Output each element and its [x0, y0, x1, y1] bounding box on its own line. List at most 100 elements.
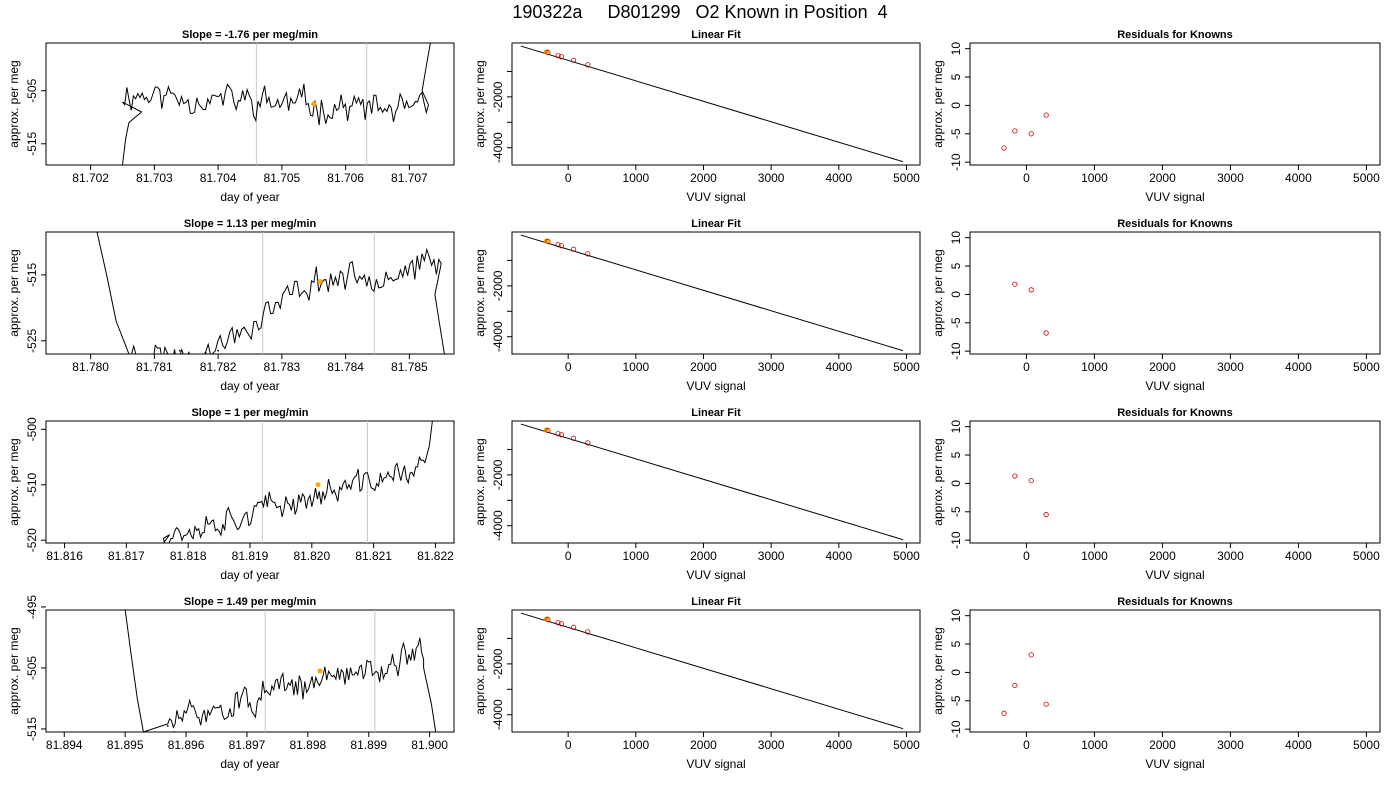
resid-plot-xtick-label: 1000 — [1081, 738, 1108, 752]
resid-plot-xlabel: VUV signal — [1145, 568, 1204, 582]
known-marker — [544, 427, 550, 433]
resid-plot-xtick-label: 4000 — [1285, 738, 1312, 752]
resid-plot-ytick-label: 0 — [949, 291, 963, 298]
resid-plot-xtick-label: 3000 — [1217, 171, 1244, 185]
residual-point — [1012, 473, 1018, 479]
resid-plot-xtick-label: 3000 — [1217, 738, 1244, 752]
fit-point — [555, 53, 561, 59]
known-marker — [544, 49, 550, 55]
resid-plot-xtick-label: 4000 — [1285, 549, 1312, 563]
linear-fit-plot-3: Linear Fit VUV signal approx. per meg 0 1000… — [473, 407, 921, 582]
fit-point — [545, 49, 551, 56]
resid-plot-ylabel: approx. per meg — [931, 60, 945, 147]
time-plot-xlabel: day of year — [220, 757, 279, 771]
resid-plot-ytick-label: 5 — [949, 640, 963, 647]
time-plot-frame — [45, 42, 455, 166]
time-plot-xlabel: day of year — [220, 568, 279, 582]
resid-plot-ytick-label: -5 — [949, 695, 963, 706]
fit-point — [558, 432, 564, 438]
time-plot-xtick-label: 81.900 — [411, 738, 448, 752]
time-plot-xtick-label: 81.819 — [232, 549, 269, 563]
fit-plot-xtick-label: 1000 — [622, 360, 649, 374]
time-plot-xtick-label: 81.784 — [327, 360, 364, 374]
fit-plot-frame — [511, 609, 921, 733]
fit-plot-xtick-label: 0 — [565, 360, 572, 374]
resid-plot-xtick-label: 1000 — [1081, 360, 1108, 374]
residuals-plot-1: Residuals for Knowns VUV signal approx. pe… — [931, 29, 1381, 204]
resid-plot-xtick-label: 3000 — [1217, 360, 1244, 374]
fit-plot-xtick-label: 4000 — [825, 738, 852, 752]
time-plot-xtick-label: 81.816 — [46, 549, 83, 563]
resid-plot-ylabel: approx. per meg — [931, 249, 945, 336]
residual-point — [1043, 112, 1049, 118]
resid-plot-xlabel: VUV signal — [1145, 190, 1204, 204]
fit-plot-title: Linear Fit — [691, 596, 741, 608]
fit-plot-title: Linear Fit — [691, 29, 741, 41]
fit-plot-ytick-label: -4000 — [491, 699, 505, 730]
time-plot-ytick-label: -505 — [25, 78, 39, 102]
fit-plot-ytick-label: -4000 — [491, 321, 505, 352]
time-plot-xtick-label: 81.702 — [72, 171, 109, 185]
residual-point — [1028, 287, 1034, 293]
time-plot-title: Slope = -1.76 per meg/min — [182, 29, 318, 41]
time-series-plot-3: Slope = 1 per meg/min day of year approx. … — [7, 407, 455, 582]
time-plot-xtick-label: 81.705 — [264, 171, 301, 185]
time-plot-ytick-label: -525 — [25, 328, 39, 352]
trace-fragment — [217, 349, 220, 352]
fit-plot-xtick-label: 3000 — [758, 360, 785, 374]
fit-plot-xtick-label: 2000 — [690, 360, 717, 374]
fit-plot-ytick-label: -4000 — [491, 510, 505, 541]
residual-point — [1012, 682, 1018, 689]
fit-plot-xtick-label: 0 — [565, 171, 572, 185]
trace-fragment — [172, 731, 175, 732]
fit-plot-xtick-label: 5000 — [893, 549, 920, 563]
fit-point — [558, 243, 564, 249]
time-plot-ylabel: approx. per meg — [7, 627, 21, 714]
fit-point — [585, 62, 591, 68]
fit-point — [585, 251, 591, 257]
residuals-plot-2: Residuals for Knowns VUV signal approx. pe… — [931, 218, 1381, 393]
known-marker — [544, 238, 550, 244]
fit-point — [545, 427, 551, 434]
residual-point — [1043, 330, 1049, 336]
resid-plot-xtick-label: 4000 — [1285, 171, 1312, 185]
fit-plot-ytick-label: -2000 — [491, 459, 505, 490]
fit-point — [555, 242, 561, 248]
fit-point — [570, 246, 577, 252]
fit-plot-title: Linear Fit — [691, 218, 741, 230]
linear-fit-plot-2: Linear Fit VUV signal approx. per meg 0 1000… — [473, 218, 921, 393]
fit-plot-xtick-label: 1000 — [622, 549, 649, 563]
fit-line — [520, 234, 904, 352]
fit-plot-xlabel: VUV signal — [686, 757, 745, 771]
resid-plot-xtick-label: 0 — [1023, 171, 1030, 185]
fit-plot-xlabel: VUV signal — [686, 568, 745, 582]
residuals-plot-4: Residuals for Knowns VUV signal approx. pe… — [931, 596, 1381, 771]
linear-fit-plot-4: Linear Fit VUV signal approx. per meg 0 1000… — [473, 596, 921, 771]
fit-point — [570, 624, 577, 630]
fit-plot-ylabel: approx. per meg — [473, 438, 487, 525]
resid-plot-xtick-label: 4000 — [1285, 360, 1312, 374]
resid-plot-xtick-label: 5000 — [1353, 171, 1380, 185]
resid-plot-xtick-label: 3000 — [1217, 549, 1244, 563]
resid-plot-xtick-label: 2000 — [1149, 738, 1176, 752]
residual-point — [1001, 145, 1007, 151]
time-series-line — [124, 610, 437, 732]
fit-plot-xtick-label: 5000 — [893, 171, 920, 185]
fit-plot-xtick-label: 3000 — [758, 171, 785, 185]
time-plot-ylabel: approx. per meg — [7, 60, 21, 147]
residual-point — [1028, 131, 1034, 137]
resid-plot-xtick-label: 5000 — [1353, 549, 1380, 563]
resid-plot-ytick-label: -10 — [949, 531, 963, 549]
resid-plot-ylabel: approx. per meg — [931, 627, 945, 714]
resid-plot-frame — [969, 420, 1381, 544]
time-plot-xtick-label: 81.818 — [170, 549, 207, 563]
resid-plot-xtick-label: 0 — [1023, 360, 1030, 374]
time-plot-xtick-label: 81.781 — [136, 360, 173, 374]
time-plot-xtick-label: 81.822 — [417, 549, 454, 563]
resid-plot-ytick-label: 0 — [949, 480, 963, 487]
fit-plot-xtick-label: 4000 — [825, 360, 852, 374]
resid-plot-ytick-label: -10 — [949, 342, 963, 360]
resid-plot-ytick-label: 0 — [949, 102, 963, 109]
fit-plot-xtick-label: 0 — [565, 549, 572, 563]
